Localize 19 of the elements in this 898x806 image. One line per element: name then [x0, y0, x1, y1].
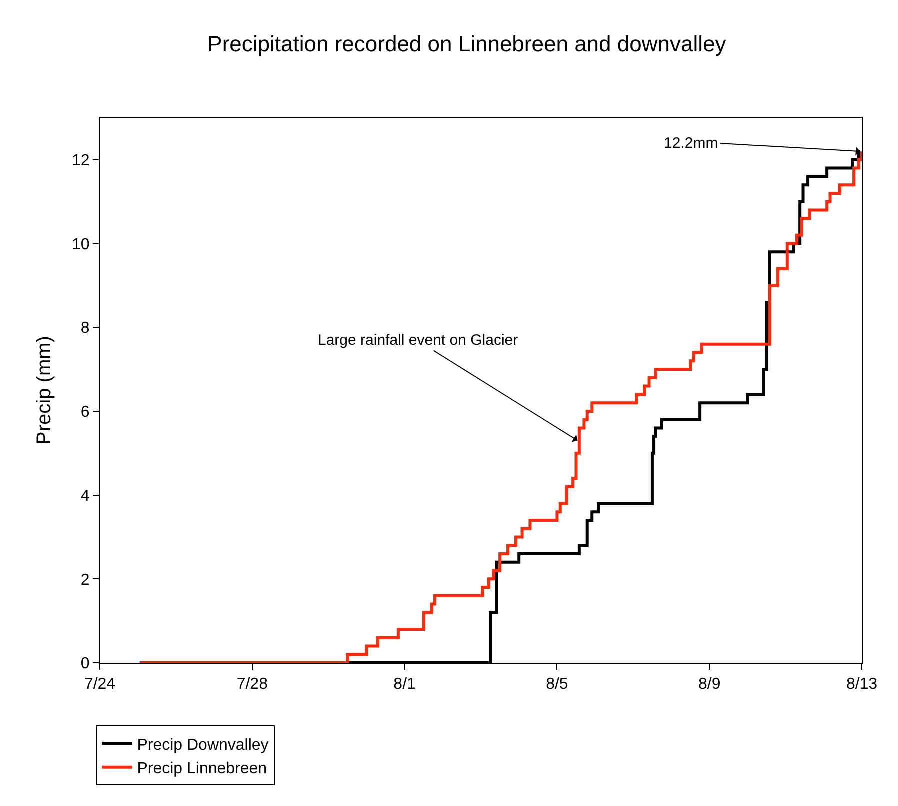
y-tick-label: 12	[72, 152, 90, 170]
y-axis-title: Precip (mm)	[34, 336, 56, 445]
y-tick-label: 10	[72, 236, 90, 254]
y-tick-label: 6	[80, 404, 90, 422]
legend-label: Precip Downvalley	[137, 736, 269, 754]
y-tick-label: 2	[80, 572, 90, 589]
y-tick-label: 8	[80, 320, 90, 338]
y-tick-label: 4	[80, 488, 90, 505]
annotation: Large rainfall event on Glacier	[318, 332, 518, 349]
x-tick-label: 8/1	[394, 676, 416, 694]
x-tick-label: 7/28	[236, 676, 268, 694]
x-tick-label: 8/13	[846, 676, 878, 694]
chart-title: Precipitation recorded on Linnebreen and downvalley	[208, 32, 726, 57]
x-tick-label: 8/5	[546, 676, 568, 694]
x-tick-label: 7/24	[84, 676, 116, 694]
x-tick-label: 8/9	[698, 676, 721, 694]
annotation: 12.2mm	[664, 135, 718, 152]
y-tick-label: 0	[80, 656, 90, 673]
legend-label: Precip Linnebreen	[137, 760, 268, 778]
